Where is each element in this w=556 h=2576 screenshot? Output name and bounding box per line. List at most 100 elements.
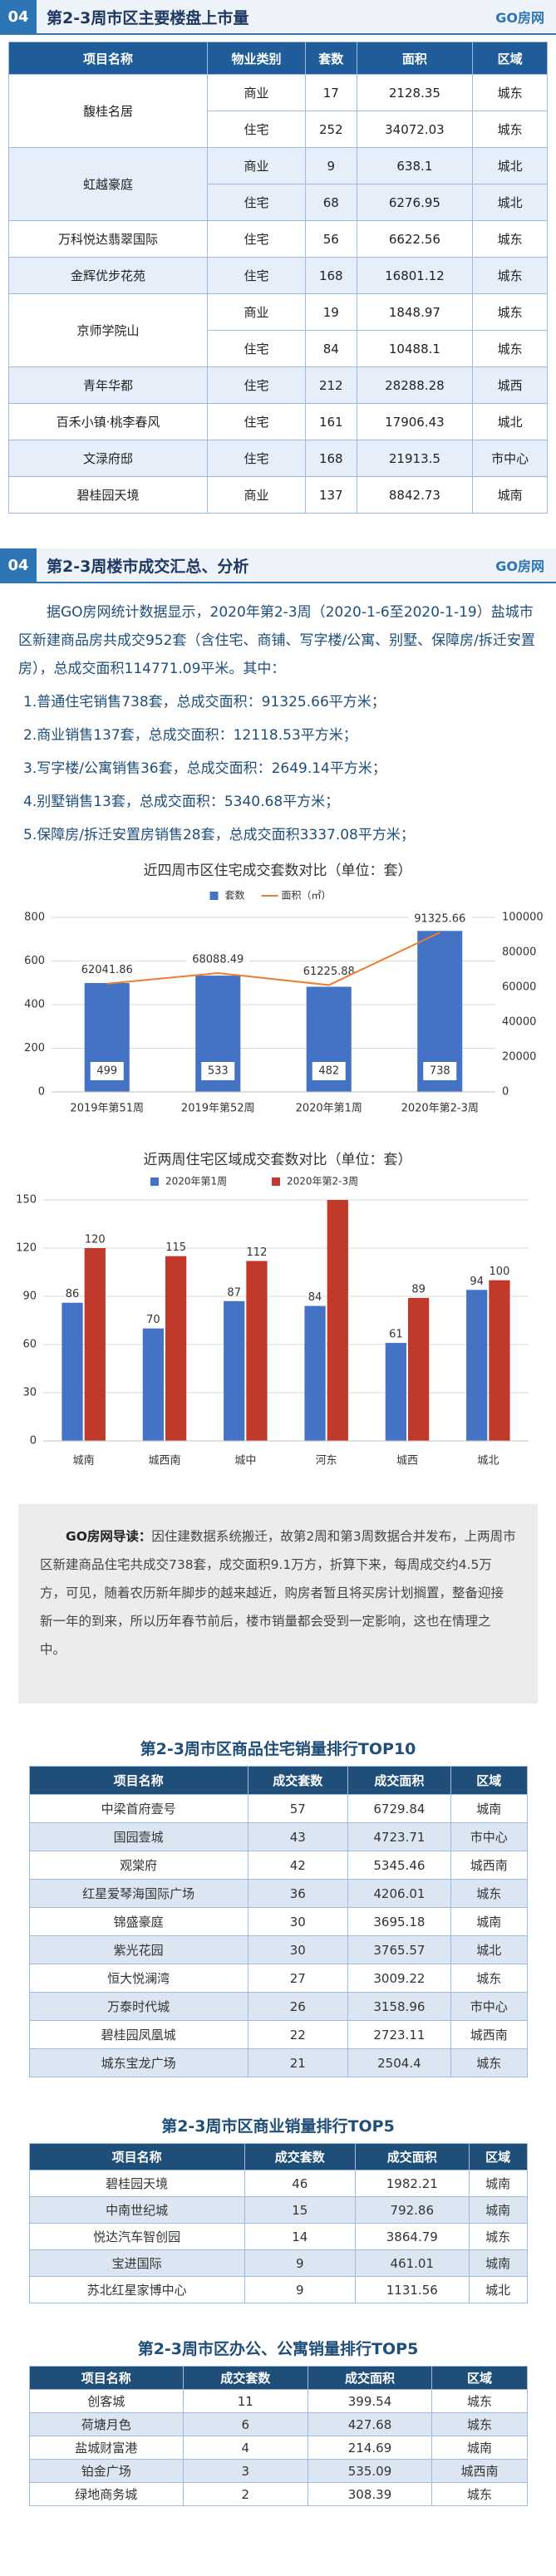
x-tick-label: 2020年第1周: [296, 1103, 362, 1115]
cell: 10488.1: [356, 330, 474, 367]
header-cell: 成交套数: [247, 1766, 348, 1795]
bar: [224, 1300, 245, 1441]
data-labels: 499 533 482 738 62041.86 68088.49 61225.88 9132…: [75, 910, 472, 1080]
cell: 42: [247, 1851, 348, 1880]
bar: [489, 1280, 510, 1441]
table-row: 国园壹城 43 4723.71 市中心: [28, 1822, 528, 1851]
project-name: 万科悦达翡翠国际: [7, 220, 209, 258]
rankings: 第2-3周市区商品住宅销量排行TOP10 项目名称 成交套数 成交面积 区域 中梁首府壹号…: [0, 1737, 556, 2506]
cell: 城西南: [450, 2020, 528, 2049]
table-row: 碧桂园凤凰城 22 2723.11 城西南: [28, 2020, 528, 2049]
cell: 城东: [472, 330, 548, 367]
bar: [142, 1328, 164, 1441]
cell: 荷塘月色: [28, 2412, 184, 2436]
x-tick-label: 2019年第51周: [70, 1103, 144, 1115]
cell: 84: [304, 330, 357, 367]
y2-tick-label: 100000: [502, 912, 544, 924]
header-cell: 成交面积: [347, 1766, 451, 1795]
cell: 中梁首府壹号: [28, 1794, 248, 1823]
table-row: 碧桂园天境 46 1982.21 城南: [28, 2170, 528, 2197]
cell: 悦达汽车智创园: [28, 2223, 245, 2250]
cell: 城东: [431, 2482, 528, 2506]
cell: 16801.12: [356, 257, 474, 294]
section-title: 第2-3周市区主要楼盘上市量: [47, 8, 249, 27]
project-name: 馥桂名居: [7, 74, 209, 148]
cell: 城东: [450, 2048, 528, 2077]
label-box: [423, 1062, 457, 1080]
cell: 锦盛豪庭: [28, 1907, 248, 1936]
cell: 城东宝龙广场: [28, 2048, 248, 2077]
data-label: 112: [247, 1246, 268, 1259]
cell: 3765.57: [347, 1935, 451, 1964]
cell: 6: [182, 2412, 308, 2436]
cell: 21: [247, 2048, 348, 2077]
table-row: 金辉优步花苑 住宅 168 16801.12 城东: [7, 257, 548, 294]
table-row: 百禾小镇·桃李春风 住宅 161 17906.43 城北: [7, 403, 548, 440]
table-row: 铂金广场 3 535.09 城西南: [28, 2459, 528, 2483]
cell: 27: [247, 1964, 348, 1993]
cell: 9: [304, 147, 357, 184]
header-cell: 项目名称: [28, 1766, 248, 1795]
y-tick-label: 0: [38, 1086, 45, 1099]
cell: 城北: [468, 2276, 528, 2303]
legend-swatch: [272, 1177, 280, 1186]
cell: 3864.79: [354, 2223, 470, 2250]
ranking-table: 项目名称 成交套数 成交面积 区域 碧桂园天境 46 1982.21 城南 中南世纪城 15 792…: [28, 2143, 528, 2303]
data-label: 86: [66, 1288, 80, 1300]
cell: 252: [304, 111, 357, 148]
y-tick-label: 800: [24, 912, 45, 924]
cell: 商业: [207, 74, 306, 111]
cell: 137: [304, 476, 357, 514]
cell: 城南: [431, 2436, 528, 2460]
cell: 19: [304, 293, 357, 331]
guide-text: 因住建数据系统搬迁，故第2周和第3周数据合并发布，上两周市区新建商品住宅共成交7…: [40, 1529, 516, 1657]
cell: 6276.95: [356, 184, 474, 221]
project-name: 京师学院山: [7, 293, 209, 367]
table-row: 绿地商务城 2 308.39 城东: [28, 2482, 528, 2506]
summary-item: 2.商业销售137套，总成交面积：12118.53平方米；: [23, 727, 357, 744]
cell: 535.09: [307, 2459, 433, 2483]
cell: 15: [244, 2196, 356, 2224]
data-label: 94: [470, 1276, 484, 1288]
cell: 212: [304, 366, 357, 404]
cell: 城西南: [450, 1851, 528, 1880]
cell: 盐城财富港: [28, 2436, 184, 2460]
data-label: 89: [411, 1283, 426, 1295]
header-row: 项目名称 成交套数 成交面积 区域: [28, 2366, 528, 2390]
cell: 2: [182, 2482, 308, 2506]
bar: [246, 1261, 268, 1441]
data-label: 87: [227, 1286, 241, 1299]
cell: 5345.46: [347, 1851, 451, 1880]
cell: 1131.56: [354, 2276, 470, 2303]
cell: 绿地商务城: [28, 2482, 184, 2506]
cell: 观棠府: [28, 1851, 248, 1880]
header-cell: 成交面积: [307, 2366, 433, 2390]
table-row: 住宅 68 6276.95 城北: [9, 184, 548, 221]
cell: 城东: [472, 74, 548, 111]
cell: 城东: [450, 1879, 528, 1908]
ranking-title: 第2-3周市区商品住宅销量排行TOP10: [140, 1740, 416, 1758]
table-row: 虹越豪庭 商业 9 638.1 城北: [7, 147, 548, 221]
chart-title: 近两周住宅区域成交套数对比（单位：套）: [144, 1152, 412, 1168]
table-row: 住宅 252 34072.03 城东: [9, 111, 548, 148]
y-tick-label: 60: [22, 1339, 37, 1351]
section-title: 第2-3周楼市成交汇总、分析: [47, 557, 249, 576]
header-cell: 成交套数: [244, 2143, 356, 2170]
data-label: 62041.86: [81, 964, 133, 976]
data-label: 61: [389, 1329, 403, 1341]
chart: 近四周市区住宅成交套数对比（单位：套）套数 面积（㎡）02004006008000…: [24, 863, 544, 1115]
cell: 城南: [472, 476, 548, 514]
legend-swatch: [150, 1177, 159, 1186]
cell: 住宅: [207, 440, 306, 477]
cell: 9: [244, 2249, 356, 2277]
header-cell: 面积: [356, 42, 474, 75]
cell: 住宅: [207, 330, 306, 367]
data-label: 115: [165, 1241, 186, 1254]
section-header: 04 第2-3周楼市成交汇总、分析 GO房网: [0, 548, 556, 583]
table-row: 荷塘月色 6 427.68 城东: [28, 2412, 528, 2436]
y-tick-label: 120: [16, 1242, 37, 1255]
table-row: 中南世纪城 15 792.86 城南: [28, 2196, 528, 2224]
y-tick-label: 400: [24, 999, 45, 1011]
table-row: 宝进国际 9 461.01 城南: [28, 2249, 528, 2277]
